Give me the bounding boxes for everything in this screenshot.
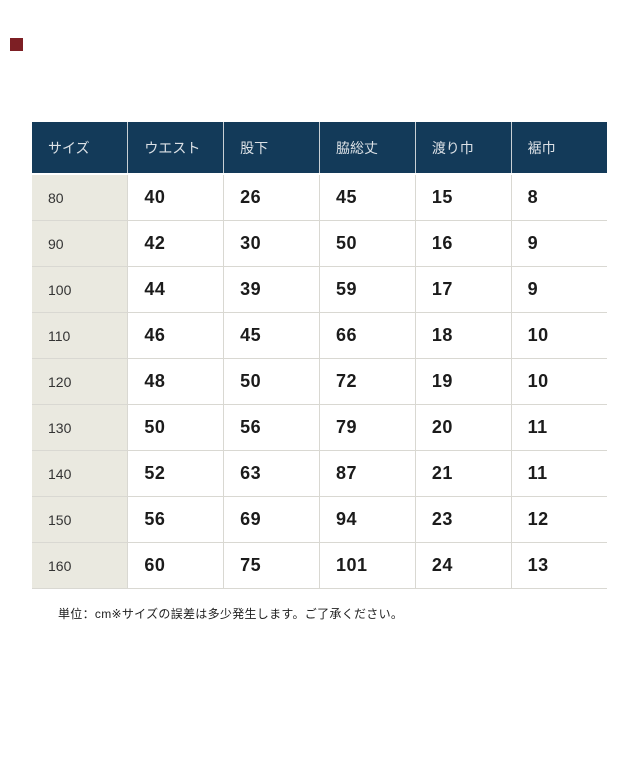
value-cell: 56 (127, 496, 225, 543)
value-cell: 10 (510, 312, 607, 359)
value-cell: 13 (510, 542, 607, 589)
table-body: 80 40 26 45 15 8 90 42 30 50 16 9 100 44 39 59 17 9 110 46 4… (32, 174, 607, 589)
table-row: 80 40 26 45 15 8 (32, 174, 607, 221)
table-row: 140 52 63 87 21 11 (32, 450, 607, 497)
value-cell: 52 (127, 450, 225, 497)
size-cell: 140 (32, 450, 129, 497)
value-cell: 72 (318, 358, 416, 405)
size-cell: 160 (32, 542, 129, 589)
size-cell: 110 (32, 312, 129, 359)
size-cell: 130 (32, 404, 129, 451)
value-cell: 46 (127, 312, 225, 359)
column-header: 股下 (223, 122, 320, 175)
size-chart-table: サイズ ウエスト 股下 脇総丈 渡り巾 裾巾 80 40 26 45 15 8 90 42 30 50 16 9… (32, 122, 607, 589)
value-cell: 20 (414, 404, 512, 451)
value-cell: 11 (510, 450, 607, 497)
value-cell: 16 (414, 220, 512, 267)
value-cell: 56 (223, 404, 320, 451)
value-cell: 21 (414, 450, 512, 497)
size-cell: 100 (32, 266, 129, 313)
value-cell: 19 (414, 358, 512, 405)
value-cell: 63 (223, 450, 320, 497)
value-cell: 94 (318, 496, 416, 543)
value-cell: 101 (318, 542, 416, 589)
column-header: 脇総丈 (318, 122, 416, 175)
value-cell: 9 (510, 220, 607, 267)
value-cell: 9 (510, 266, 607, 313)
value-cell: 69 (223, 496, 320, 543)
value-cell: 11 (510, 404, 607, 451)
value-cell: 50 (223, 358, 320, 405)
size-cell: 120 (32, 358, 129, 405)
table-row: 130 50 56 79 20 11 (32, 404, 607, 451)
column-header: ウエスト (127, 122, 224, 175)
value-cell: 50 (318, 220, 416, 267)
value-cell: 30 (223, 220, 320, 267)
top-left-marker (10, 38, 23, 51)
value-cell: 24 (414, 542, 512, 589)
table-row: 120 48 50 72 19 10 (32, 358, 607, 405)
value-cell: 23 (414, 496, 512, 543)
value-cell: 12 (510, 496, 607, 543)
table-row: 100 44 39 59 17 9 (32, 266, 607, 313)
value-cell: 17 (414, 266, 512, 313)
value-cell: 10 (510, 358, 607, 405)
table-row: 150 56 69 94 23 12 (32, 496, 607, 543)
value-cell: 48 (127, 358, 225, 405)
column-header: サイズ (32, 122, 128, 175)
value-cell: 8 (510, 174, 607, 221)
table-row: 90 42 30 50 16 9 (32, 220, 607, 267)
size-cell: 90 (32, 220, 129, 267)
column-header: 裾巾 (510, 122, 607, 175)
unit-footnote: 単位：cm※サイズの誤差は多少発生します。ご了承ください。 (58, 607, 404, 621)
value-cell: 40 (127, 174, 225, 221)
value-cell: 75 (223, 542, 320, 589)
size-cell: 80 (32, 174, 129, 221)
value-cell: 26 (223, 174, 320, 221)
value-cell: 39 (223, 266, 320, 313)
column-header: 渡り巾 (414, 122, 512, 175)
table-row: 110 46 45 66 18 10 (32, 312, 607, 359)
value-cell: 60 (127, 542, 225, 589)
value-cell: 45 (318, 174, 416, 221)
value-cell: 66 (318, 312, 416, 359)
value-cell: 18 (414, 312, 512, 359)
value-cell: 45 (223, 312, 320, 359)
value-cell: 50 (127, 404, 225, 451)
value-cell: 42 (127, 220, 225, 267)
table-row: 160 60 75 101 24 13 (32, 542, 607, 589)
value-cell: 59 (318, 266, 416, 313)
header-row: サイズ ウエスト 股下 脇総丈 渡り巾 裾巾 (32, 122, 607, 175)
value-cell: 79 (318, 404, 416, 451)
value-cell: 44 (127, 266, 225, 313)
size-cell: 150 (32, 496, 129, 543)
value-cell: 15 (414, 174, 512, 221)
size-chart-header: サイズ ウエスト 股下 脇総丈 渡り巾 裾巾 (32, 122, 607, 175)
value-cell: 87 (318, 450, 416, 497)
